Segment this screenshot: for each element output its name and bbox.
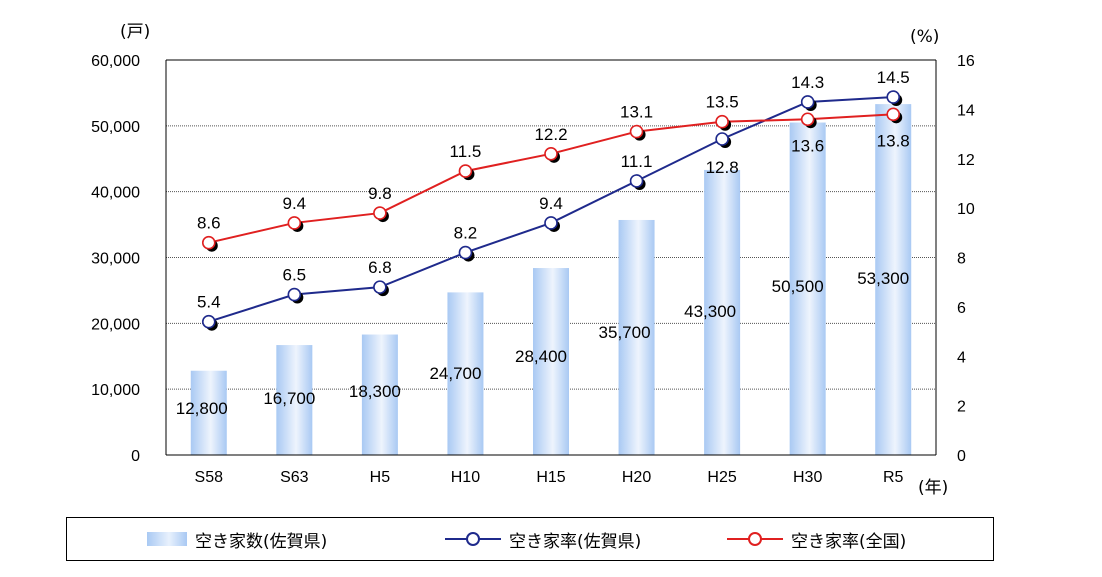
national-rate-value-label: 11.5 [450,142,482,161]
bar [875,104,912,455]
legend-label-national-rate: 空き家率(全国) [791,531,907,552]
bar-value-label: 50,500 [772,277,824,296]
y-right-tick-label: 16 [957,53,975,70]
y-left-tick-label: 60,000 [91,53,140,70]
national-rate-marker [458,164,473,178]
x-tick-label: H25 [707,469,736,486]
saga-rate-marker [458,245,473,260]
y-right-tick-label: 12 [957,152,975,169]
x-tick-label: S63 [280,469,309,486]
national-rate-value-label: 13.6 [791,136,824,155]
y-right-unit: (%) [910,27,939,47]
bar [190,370,227,455]
saga-rate-marker [715,132,729,146]
y-left-tick-label: 30,000 [91,251,140,268]
x-tick-label: H10 [451,469,480,486]
national-rate-value-label: 9.4 [283,194,307,213]
saga-rate-value-label: 9.4 [539,194,563,213]
y-right-tick-label: 14 [957,102,975,119]
y-left-tick-label: 40,000 [91,185,140,202]
bar [361,334,398,455]
national-rate-marker [629,124,644,139]
saga-rate-value-label: 5.4 [197,293,221,312]
national-rate-value-label: 13.5 [706,93,739,112]
legend-item-national-rate: 空き家率(全国) [727,518,906,560]
y-left-tick-label: 10,000 [91,382,140,399]
y-right-tick-label: 4 [957,349,966,366]
legend-item-vacant-houses: 空き家数(佐賀県) [147,518,327,560]
bar [533,268,569,455]
x-unit: (年) [918,478,948,498]
saga-rate-marker [629,174,644,188]
national-rate-marker [373,206,387,220]
bar-value-label: 28,400 [515,347,567,366]
national-rate-value-label: 12.2 [534,125,567,144]
bar [704,169,741,456]
legend-label-saga-rate: 空き家率(佐賀県) [509,531,642,552]
national-rate-value-label: 13.8 [877,131,910,150]
x-tick-label: H15 [536,469,565,486]
chart: 010,00020,00030,00040,00050,00060,000024… [91,22,975,498]
bar-value-label: 12,800 [176,399,228,418]
bar [447,292,484,455]
national-rate-marker [287,216,302,230]
bar-value-label: 43,300 [684,302,736,321]
saga-rate-value-label: 6.5 [283,266,307,285]
national-rate-marker [715,114,729,129]
legend-label-vacant-houses: 空き家数(佐賀県) [195,531,328,552]
y-right-tick-label: 2 [957,399,966,416]
bar [789,122,826,456]
national-rate-marker [886,107,901,122]
saga-rate-value-label: 12.8 [706,158,739,177]
bar-value-label: 53,300 [857,269,909,288]
saga-rate-marker [886,90,901,104]
bar-value-label: 35,700 [599,323,651,342]
national-rate-marker [544,147,558,161]
bar [276,345,313,455]
x-tick-label: S58 [195,469,224,486]
bar-value-label: 24,700 [429,364,481,383]
saga-rate-marker [287,287,302,302]
bar-value-label: 18,300 [349,382,401,401]
saga-rate-marker [201,314,216,329]
y-left-tick-label: 0 [131,448,140,465]
legend-swatch-saga-rate [445,532,501,546]
y-left-tick-label: 50,000 [91,119,140,136]
saga-rate-value-label: 8.2 [454,224,478,243]
x-tick-label: R5 [883,469,904,486]
x-tick-label: H30 [793,469,822,486]
y-right-tick-label: 10 [957,201,975,218]
y-right-tick-label: 0 [957,448,966,465]
saga-rate-value-label: 14.5 [877,68,910,87]
national-rate-marker [800,112,815,127]
saga-rate-marker [544,216,558,230]
bar [618,219,655,455]
saga-rate-value-label: 6.8 [368,258,392,277]
national-rate-marker [201,235,216,250]
x-tick-label: H20 [622,469,651,486]
legend-swatch-national-rate [727,532,783,546]
saga-rate-marker [800,95,815,109]
national-rate-value-label: 13.1 [620,103,653,122]
legend-swatch-bar [147,532,187,546]
national-rate-value-label: 9.8 [368,184,392,203]
y-left-unit: (戸) [120,22,150,42]
saga-rate-value-label: 11.1 [621,152,653,171]
y-right-tick-label: 8 [957,251,966,268]
y-right-tick-label: 6 [957,300,966,317]
x-tick-label: H5 [370,469,391,486]
legend-item-saga-rate: 空き家率(佐賀県) [445,518,641,560]
saga-rate-value-label: 14.3 [791,73,824,92]
saga-rate-marker [373,280,387,294]
y-left-tick-label: 20,000 [91,316,140,333]
legend: 空き家数(佐賀県) 空き家率(佐賀県) 空き家率(全国) [66,517,994,561]
bar-value-label: 16,700 [263,389,315,408]
national-rate-value-label: 8.6 [197,214,221,233]
